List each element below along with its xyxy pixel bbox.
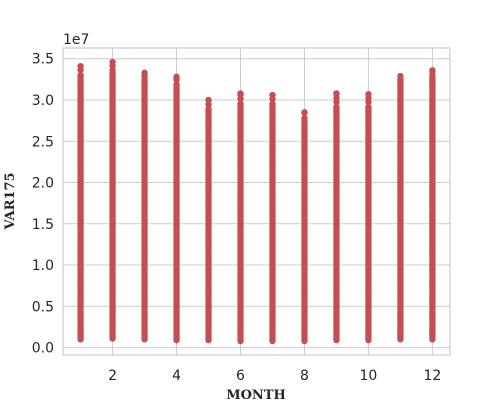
- x-tick-label: 8: [300, 368, 309, 384]
- data-point: [397, 72, 404, 80]
- data-point: [173, 81, 180, 88]
- y-axis-label: VAR175: [3, 172, 18, 230]
- data-points: [77, 58, 436, 345]
- plot-area: [62, 47, 451, 356]
- y-tick-label: 1.5: [32, 217, 54, 233]
- x-tick-label: 2: [108, 368, 117, 384]
- data-point: [173, 73, 180, 81]
- x-tick-label: 10: [360, 368, 378, 384]
- data-point: [333, 90, 340, 97]
- data-point: [109, 67, 116, 74]
- x-tick-label: 12: [423, 368, 441, 384]
- y-tick-label: 0.0: [32, 341, 54, 357]
- data-point: [205, 96, 212, 104]
- data-point: [237, 90, 244, 97]
- y-tick-label: 0.5: [32, 299, 54, 315]
- data-point: [77, 62, 84, 70]
- data-point: [429, 67, 436, 74]
- y-tick-label: 3.0: [32, 93, 54, 109]
- data-point: [237, 100, 244, 107]
- data-point: [333, 103, 340, 111]
- x-axis-label: MONTH: [226, 388, 286, 400]
- y-tick-label: 1.0: [32, 258, 54, 274]
- data-point: [109, 58, 116, 66]
- data-point: [365, 91, 372, 98]
- data-point: [301, 114, 308, 122]
- x-tick-labels: 2 4 6 8 10 12: [108, 368, 441, 384]
- x-tick-label: 4: [172, 368, 181, 384]
- data-point: [365, 103, 372, 111]
- data-point: [269, 100, 276, 107]
- y-tick-label: 3.5: [32, 52, 54, 68]
- y-tick-label: 2.5: [32, 134, 54, 150]
- data-point: [141, 69, 148, 76]
- x-tick-label: 6: [236, 368, 245, 384]
- data-point: [269, 91, 276, 99]
- data-point: [301, 109, 308, 116]
- y-tick-labels: 0.0 0.5 1.0 1.5 2.0 2.5 3.0 3.5: [32, 52, 54, 357]
- y-tick-label: 2.0: [32, 176, 54, 192]
- data-point: [77, 72, 84, 79]
- data-point: [205, 105, 212, 113]
- y-offset-label: 1e7: [63, 32, 89, 48]
